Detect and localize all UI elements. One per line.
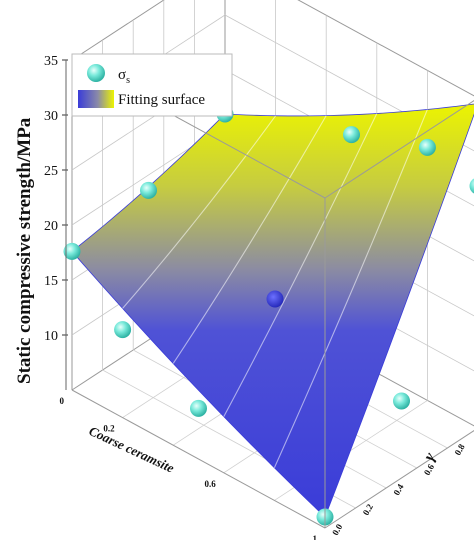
surface-mesh-line [172, 115, 327, 364]
data-point [393, 392, 410, 410]
data-point [140, 181, 157, 199]
data-point [190, 399, 207, 417]
x-axis-title: Coarse ceramsite [87, 423, 177, 476]
x-tick-label: 0 [60, 396, 65, 406]
y-tick-label: 0.0 [330, 522, 345, 537]
data-point [469, 178, 474, 194]
z-tick-label: 25 [44, 164, 58, 179]
plot-box-front [71, 59, 474, 529]
z-tick-label: 35 [44, 54, 58, 69]
box-edge [297, 0, 474, 97]
fitting-surface [71, 103, 474, 518]
data-point [114, 321, 132, 339]
data-point [343, 126, 360, 144]
y-tick-label: 0.8 [452, 442, 467, 457]
y-axis-title: γ [421, 449, 439, 464]
box-edge [71, 389, 326, 529]
legend-label-points: σs [118, 67, 130, 86]
z-tick-label: 30 [44, 109, 58, 124]
data-point [418, 138, 436, 156]
surface-mesh-line [122, 115, 277, 309]
legend-sphere-icon [87, 64, 105, 82]
surface-patch [71, 103, 474, 518]
y-tick-label: 0.2 [361, 502, 376, 517]
legend: σs Fitting surface [71, 53, 233, 117]
x-tick-label: 0.6 [205, 479, 217, 489]
box-edge [324, 430, 474, 529]
z-tick-label: 20 [44, 219, 58, 234]
y-tick-label: 0.4 [391, 482, 406, 497]
x-tick-label: 1 [313, 534, 318, 540]
surface-mesh-line [273, 109, 428, 468]
z-axis-title: Static compressive strength/MPa [14, 117, 35, 384]
box-edge [71, 0, 165, 61]
data-point [266, 290, 284, 308]
box-edge [324, 100, 474, 199]
data-point [63, 242, 81, 260]
legend-label-surface: Fitting surface [118, 92, 205, 108]
x-tick-label: 0.2 [103, 424, 115, 434]
z-tick-label: 15 [44, 274, 58, 289]
legend-gradient-swatch [78, 90, 114, 108]
surface-mesh-line [223, 113, 378, 417]
z-tick-label: 10 [44, 329, 58, 344]
